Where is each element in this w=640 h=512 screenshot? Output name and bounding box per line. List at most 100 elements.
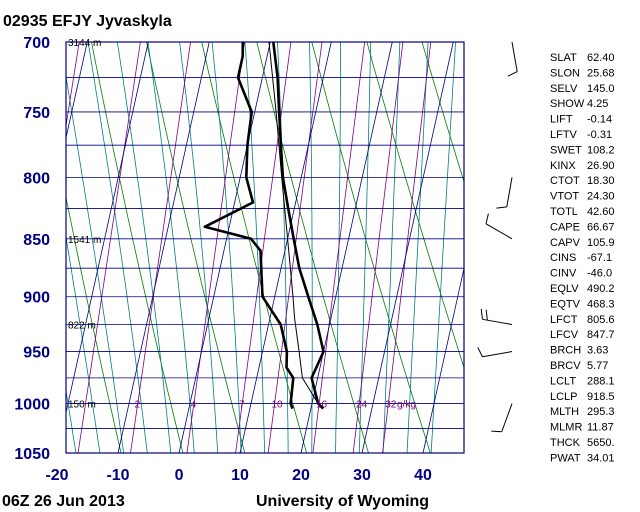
height-label: 3144 m [68,38,101,49]
index-name: LIFT [550,114,573,126]
isotherm [422,266,464,453]
index-name: MLMR [550,422,582,434]
mixing-ratio-line [130,42,191,453]
footer-source: University of Wyoming [256,493,429,510]
index-name: CAPV [550,237,581,249]
moist-adiabat [382,42,401,453]
index-name: PWAT [550,452,581,464]
y-tick-label: 850 [23,232,50,249]
mixing-ratio-label: 4 [191,400,197,411]
index-name: CINV [550,268,577,280]
index-name: LFTV [550,129,578,141]
index-name: SLON [550,67,580,79]
barb-flag [480,308,483,320]
index-name: SWET [550,144,582,156]
index-value: 34.01 [587,452,615,464]
wind-barb [491,403,513,433]
index-value: -0.14 [587,114,612,126]
moist-adiabat [430,42,457,453]
index-name: LFCV [550,329,579,341]
x-tick-label: 40 [414,467,432,484]
barb-flag [485,309,488,321]
index-name: EQTV [550,298,581,310]
isotherm [239,42,332,453]
mixing-ratio-line [382,42,432,453]
y-tick-label: 750 [23,105,50,122]
wind-barbs [477,41,518,433]
moist-adiabat [147,42,195,453]
index-name: SHOW [550,98,585,110]
grid-lines [66,41,464,454]
mixing-ratio-label: 24 [356,400,368,411]
barb-flag [485,213,489,224]
index-value: 5.77 [587,360,608,372]
mixing-ratio-label: 32 [385,400,397,411]
index-value: 4.25 [587,98,608,110]
dewpoint-line [203,42,295,410]
x-tick-label: 10 [231,467,249,484]
wind-barb [477,347,513,358]
x-tick-label: 0 [175,467,184,484]
mixing-ratio-line [235,42,292,453]
height-label: 150 m [68,400,96,411]
barb-staff [511,41,518,72]
index-value: 11.87 [587,422,614,434]
index-value: 105.9 [587,237,615,249]
index-name: CTOT [550,175,580,187]
dry-adiabat [366,42,464,369]
wind-barb [496,177,513,209]
barb-flag [477,347,483,357]
index-value: 24.30 [587,191,615,203]
index-value: 18.30 [587,175,615,187]
index-value: 288.1 [587,375,615,387]
index-name: LFCT [550,314,578,326]
index-value: 26.90 [587,160,615,172]
parcel-line [268,42,319,404]
barb-flag [507,71,518,77]
isotherm [117,42,210,453]
wind-barb [480,308,513,326]
temperature-line [272,42,325,410]
y-tick-label: 900 [23,290,50,307]
wind-barb [485,213,513,240]
moist-adiabat [309,42,313,453]
index-name: EQLV [550,283,579,295]
barb-staff [485,223,513,240]
mixing-ratio-line [66,42,80,129]
mixing-ratio-line [352,42,404,453]
mixing-ratio-label: 7 [239,400,245,411]
mixing-ratio-line [186,42,245,453]
index-value: 3.63 [587,345,608,357]
isotherm [361,42,454,453]
index-value: 468.3 [587,298,615,310]
mixing-ratio-label: 2 [135,400,141,411]
index-name: SLAT [550,52,577,64]
index-name: SELV [550,83,578,95]
y-tick-label: 800 [23,170,50,187]
mixing-ratio-label: 16 [316,400,328,411]
x-tick-label: 20 [292,467,310,484]
index-name: LCLP [550,391,578,403]
isotherm [66,42,88,140]
index-value: 42.60 [587,206,615,218]
index-value: 490.2 [587,283,615,295]
isotherm [178,42,271,453]
y-tick-label: 700 [23,35,50,52]
y-tick-label: 1050 [14,446,50,463]
index-name: CAPE [550,221,580,233]
index-name: BRCH [550,345,581,357]
index-name: KINX [550,160,576,172]
index-name: LCLT [550,375,576,387]
index-name: VTOT [550,191,579,203]
x-tick-labels: -20 -10 0 10 20 30 40 [45,467,432,484]
index-value: 25.68 [587,67,615,79]
index-value: 847.7 [587,329,615,341]
moist-adiabat [211,42,242,453]
mixing-ratio-line [312,42,366,453]
index-name: TOTL [550,206,578,218]
index-value: -0.31 [587,129,612,141]
height-label: 1541 m [68,235,101,246]
barb-staff [482,351,513,358]
